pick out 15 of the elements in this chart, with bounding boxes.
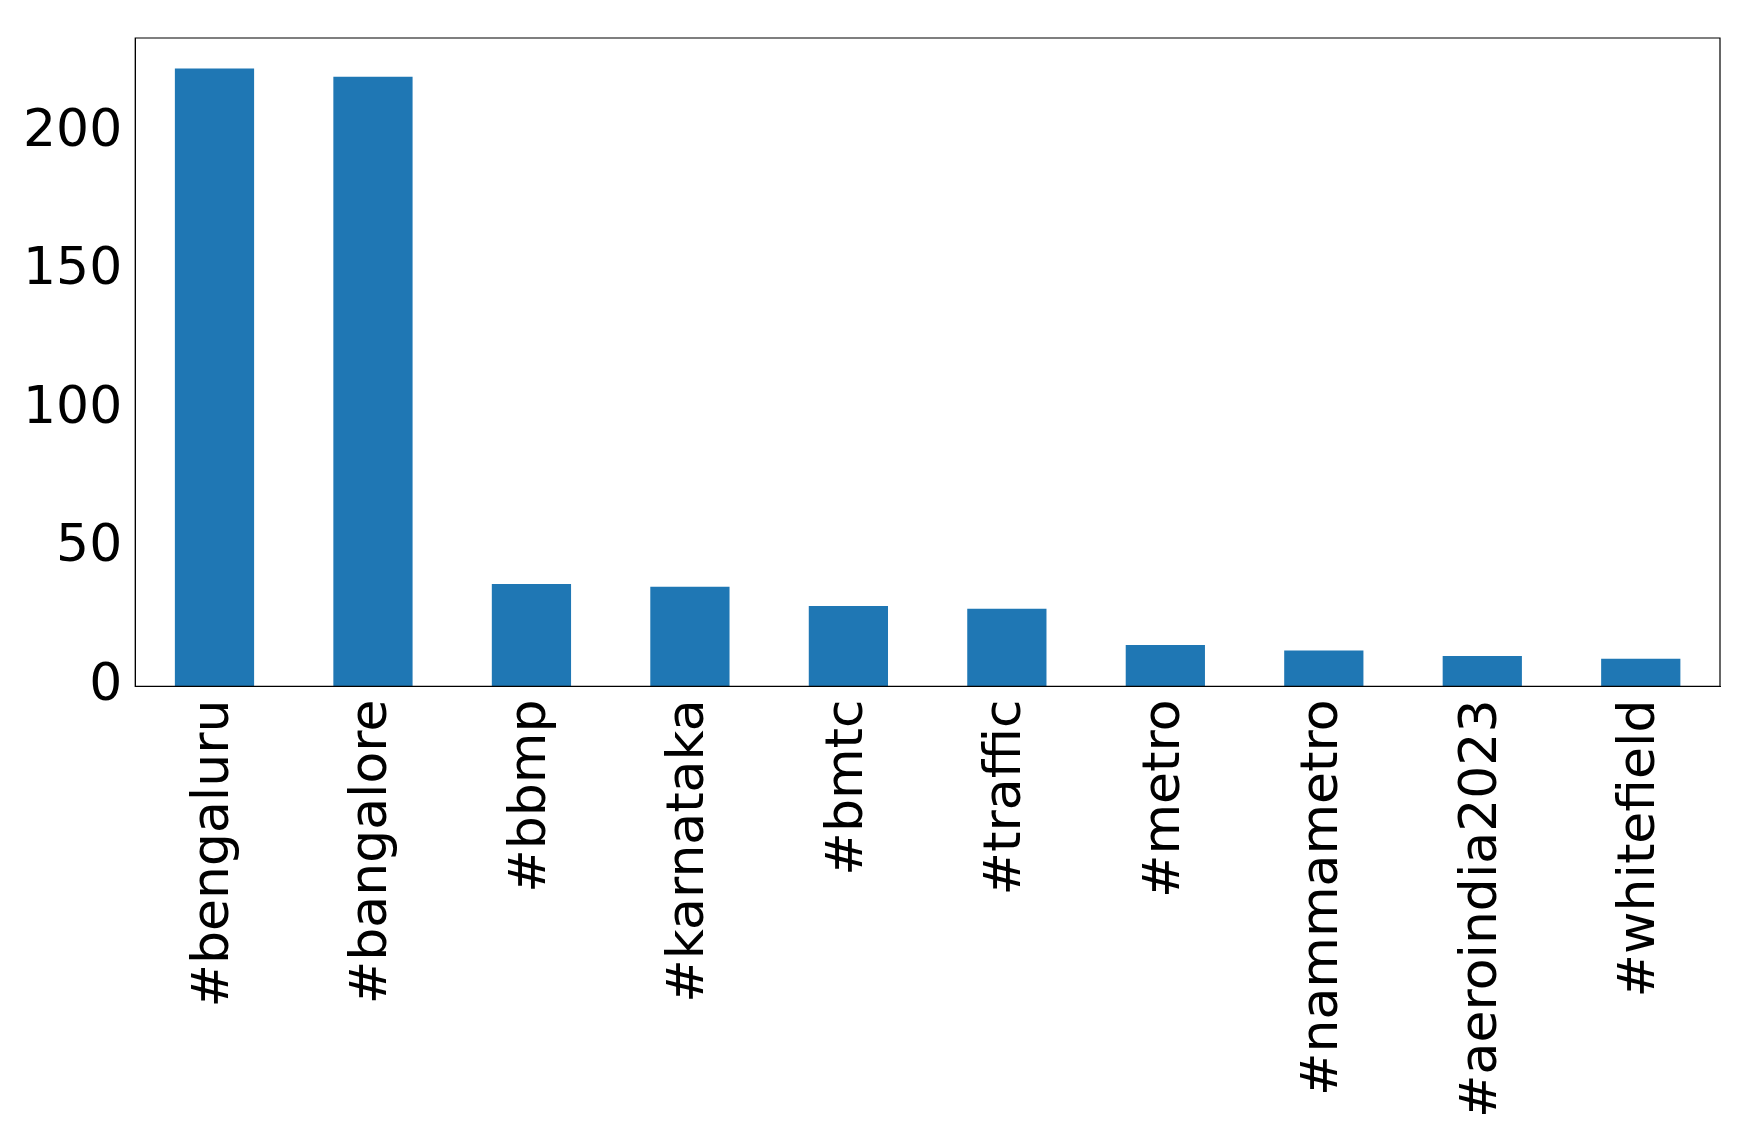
- x-tick-label: #traffic: [972, 699, 1033, 896]
- x-tick-label: #bbmp: [496, 699, 557, 893]
- x-tick-label: #aeroindia2023: [1447, 699, 1508, 1119]
- x-tick-label: #whitefield: [1606, 699, 1667, 998]
- y-tick-label: 100: [22, 374, 123, 435]
- x-tick-label: #karnataka: [655, 699, 716, 1003]
- y-tick-label: 50: [56, 513, 123, 574]
- y-tick-label: 0: [89, 651, 123, 712]
- y-tick-label: 150: [22, 236, 123, 297]
- x-tick-label: #nammametro: [1289, 699, 1350, 1097]
- x-tick-label: #bengaluru: [180, 699, 240, 1008]
- x-tick-label: #bmtc: [813, 699, 874, 876]
- x-tick-label: #metro: [1130, 699, 1191, 899]
- y-tick-label: 200: [22, 97, 123, 158]
- x-tick-label: #bangalore: [338, 699, 399, 1005]
